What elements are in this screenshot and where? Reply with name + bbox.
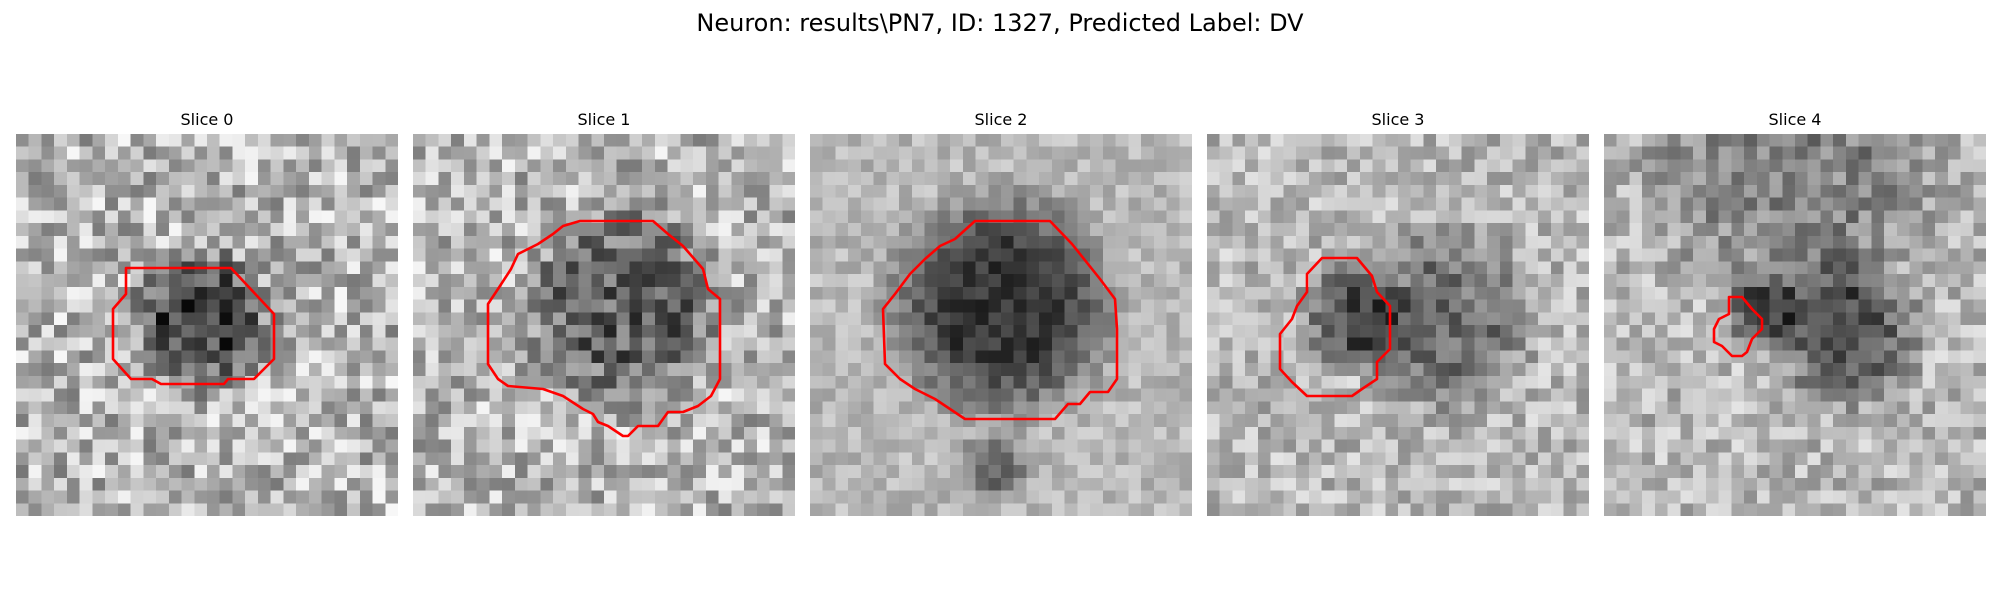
slice-panel-2: Slice 2: [810, 110, 1192, 516]
neuron-contour-2: [881, 219, 1119, 421]
grayscale-pixels-3: [1207, 134, 1589, 516]
slice-title-3: Slice 3: [1371, 110, 1425, 129]
slice-image-2: [810, 134, 1192, 516]
neuron-contour-1: [486, 219, 722, 438]
neuron-contour-3: [1278, 256, 1392, 398]
slice-title-0: Slice 0: [180, 110, 234, 129]
grayscale-pixels-2: [810, 134, 1192, 516]
slice-title-4: Slice 4: [1768, 110, 1822, 129]
figure-title: Neuron: results\PN7, ID: 1327, Predicted…: [696, 9, 1304, 37]
slice-panel-1: Slice 1: [413, 110, 795, 516]
slice-image-0: [16, 134, 398, 516]
grayscale-pixels-4: [1604, 134, 1986, 516]
slice-panel-3: Slice 3: [1207, 110, 1589, 516]
grayscale-pixels-1: [413, 134, 795, 516]
slice-title-1: Slice 1: [577, 110, 631, 129]
grayscale-pixels-0: [16, 134, 398, 516]
neuron-contour-0: [111, 266, 276, 386]
slice-panel-0: Slice 0: [16, 110, 398, 516]
slice-panel-4: Slice 4: [1604, 110, 1986, 516]
neuron-contour-4: [1712, 295, 1764, 358]
slice-image-1: [413, 134, 795, 516]
slice-image-4: [1604, 134, 1986, 516]
slice-title-2: Slice 2: [974, 110, 1028, 129]
slice-image-3: [1207, 134, 1589, 516]
